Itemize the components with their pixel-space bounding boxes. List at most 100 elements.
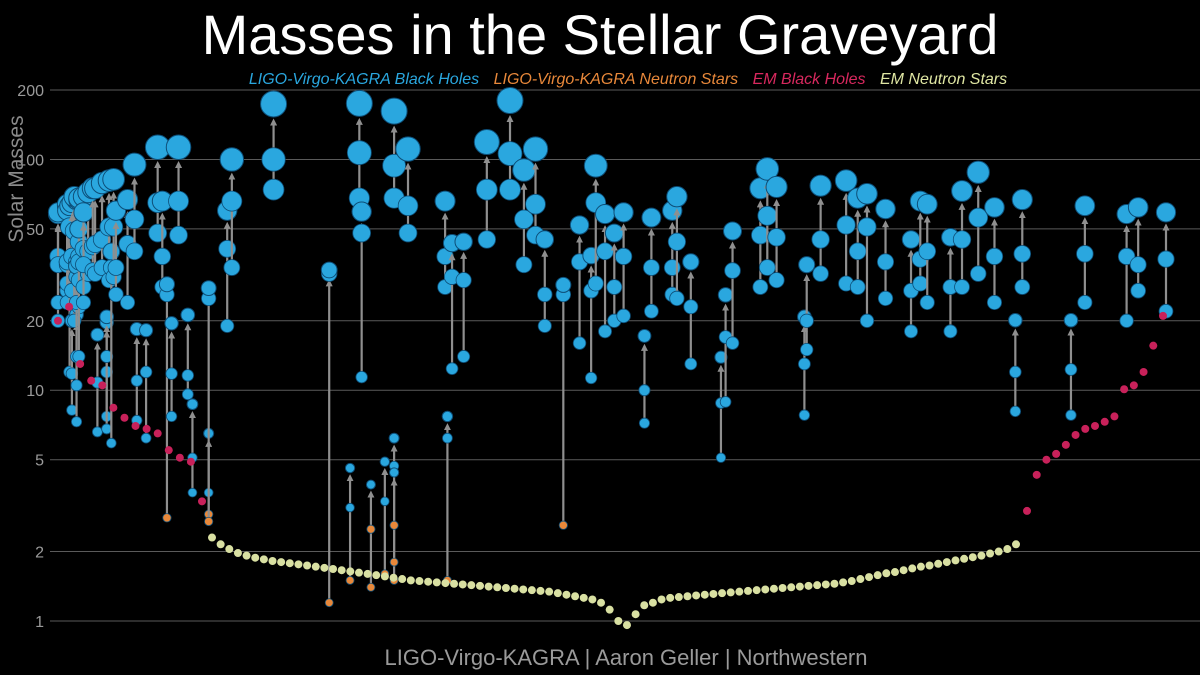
black-hole-point [643,259,660,276]
remnant-black-hole-point [555,276,572,293]
em-neutron-star-point [890,568,899,577]
y-tick-label: 5 [35,453,44,470]
black-hole-point [606,279,623,295]
neutron-star-point [366,582,376,592]
em-neutron-star-point [605,605,614,614]
black-hole-point [223,259,241,276]
em-neutron-star-point [839,578,848,587]
em-neutron-star-point [432,578,441,587]
black-hole-point [1009,365,1022,379]
black-hole-point [952,230,972,249]
legend-item-em-black-holes: EM Black Holes [752,71,866,88]
em-neutron-star-point [830,579,839,588]
black-hole-point [943,324,958,339]
em-neutron-star-point [536,586,545,595]
black-hole-point [514,209,534,230]
em-black-hole-point [1081,424,1090,433]
em-black-hole-point [76,359,85,368]
y-tick-label: 200 [17,83,44,100]
remnant-black-hole-point [473,129,500,156]
em-black-hole-point [1091,421,1099,430]
remnant-black-hole-point [637,328,652,343]
black-hole-point [799,313,814,328]
em-neutron-star-point [977,551,986,560]
em-neutron-star-point [700,590,709,599]
remnant-black-hole-point [522,136,549,162]
em-neutron-star-point [597,598,606,607]
remnant-black-hole-point [388,432,400,444]
black-hole-point [75,294,92,311]
em-black-hole-point [1032,470,1041,479]
black-hole-point [904,324,918,339]
em-black-hole-point [175,453,184,462]
remnant-black-hole-point [717,287,734,303]
remnant-black-hole-point [755,157,780,181]
remnant-black-hole-point [180,307,196,323]
remnant-black-hole-point [682,253,700,271]
em-black-hole-point [131,421,140,430]
black-hole-point [1009,405,1021,418]
em-neutron-star-point [674,593,683,602]
remnant-black-hole-point [139,323,154,338]
remnant-black-hole-point [454,232,473,251]
em-black-hole-point [1071,430,1080,439]
em-neutron-star-point [787,583,796,592]
em-neutron-star-point [735,587,744,596]
remnant-black-hole-point [984,197,1005,218]
em-black-hole-point [109,403,118,412]
remnant-black-hole-point [809,174,832,197]
black-hole-point [757,205,778,226]
remnant-black-hole-point [165,134,192,160]
black-hole-point [346,140,372,166]
black-hole-point [1130,282,1146,299]
em-neutron-star-point [294,560,303,569]
em-black-hole-point [1149,341,1158,350]
remnant-black-hole-point [260,90,288,118]
em-neutron-star-point [865,573,874,582]
remnant-black-hole-point [901,230,921,249]
em-black-hole-point [186,457,195,466]
em-black-hole-point [1042,455,1051,464]
remnant-black-hole-point [723,221,743,241]
remnant-black-hole-point [102,242,121,261]
em-neutron-star-point [761,585,770,594]
em-neutron-star-point [562,590,571,599]
black-hole-point [352,223,371,243]
remnant-black-hole-point [365,479,376,490]
black-hole-point [525,193,546,215]
black-hole-point [169,225,188,245]
remnant-black-hole-point [951,180,973,202]
remnant-black-hole-point [320,261,338,279]
black-hole-point [811,230,830,249]
em-neutron-star-point [303,561,312,570]
black-hole-point [537,286,553,303]
black-hole-point [986,294,1002,311]
em-neutron-star-point [813,581,822,590]
em-neutron-star-point [640,601,649,610]
remnant-black-hole-point [535,230,555,249]
em-black-hole-point [1052,449,1061,458]
remnant-black-hole-point [916,193,938,215]
black-hole-point [140,432,152,444]
em-black-hole-point [120,413,129,422]
em-black-hole-point [1159,311,1167,320]
black-hole-point [1157,250,1175,268]
em-neutron-star-point [510,584,519,593]
black-hole-point [644,303,659,319]
em-black-hole-point [87,376,96,385]
em-neutron-star-point [631,610,640,619]
black-hole-point [65,367,79,380]
black-hole-point [71,416,83,428]
em-neutron-star-point [424,577,433,586]
remnant-black-hole-point [1127,197,1149,218]
y-tick-label: 50 [26,222,44,239]
em-neutron-star-point [242,551,251,560]
em-neutron-star-point [501,583,510,592]
em-neutron-star-point [968,553,977,562]
remnant-black-hole-point [604,223,624,243]
remnant-black-hole-point [613,202,634,223]
black-hole-point [585,371,598,385]
em-neutron-star-point [476,581,484,590]
black-hole-point [455,272,472,289]
black-hole-point [125,242,144,261]
